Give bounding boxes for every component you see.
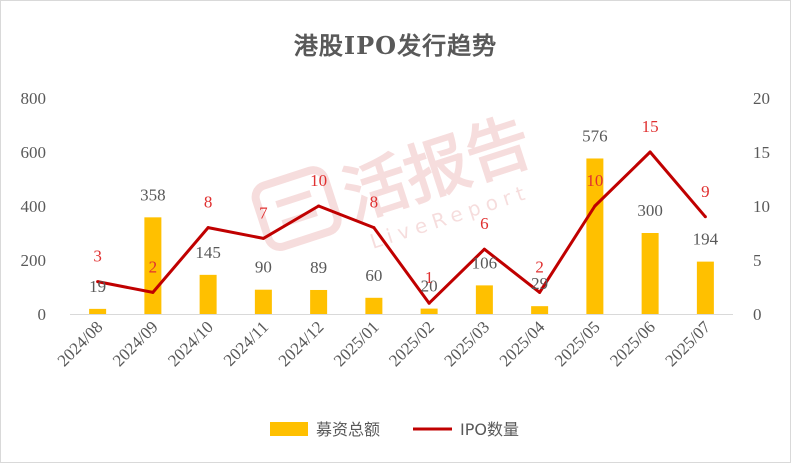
bar: [254, 289, 272, 314]
line-point: [593, 204, 597, 208]
line-data-label: 9: [701, 182, 710, 201]
x-tick-label: 2025/05: [551, 317, 604, 370]
line-data-label: 3: [93, 247, 102, 266]
x-tick-label: 2024/08: [54, 317, 107, 370]
watermark: 活报告 LiveReport: [251, 105, 540, 254]
line-data-label: 8: [204, 193, 213, 212]
x-tick-label: 2025/03: [440, 317, 493, 370]
bar: [586, 158, 604, 314]
line-point: [206, 226, 210, 230]
bar-data-label: 576: [582, 126, 608, 145]
bar-data-label: 20: [421, 277, 438, 296]
y-right-tick-label: 20: [753, 89, 770, 108]
bar-data-label: 145: [195, 243, 221, 262]
bar-data-label: 19: [89, 277, 106, 296]
line-point: [151, 290, 155, 294]
y-left-tick-label: 0: [38, 305, 47, 324]
bar: [641, 233, 659, 314]
bar: [696, 261, 714, 314]
line-point: [372, 226, 376, 230]
bar: [365, 297, 383, 314]
bar: [89, 308, 107, 314]
line-point: [538, 290, 542, 294]
legend-label-bar: 募资总额: [316, 420, 380, 439]
line-data-label: 10: [310, 171, 327, 190]
x-tick-label: 2024/11: [220, 317, 272, 369]
x-tick-label: 2025/07: [661, 317, 714, 370]
line-point: [96, 280, 100, 284]
x-tick-label: 2024/12: [275, 317, 328, 370]
y-left-tick-label: 800: [21, 89, 47, 108]
line-data-label: 8: [370, 193, 379, 212]
bar: [144, 217, 162, 314]
y-left-tick-label: 400: [21, 197, 47, 216]
chart-title: 港股IPO发行趋势: [293, 31, 498, 60]
y-right-tick-label: 15: [753, 143, 770, 162]
legend: 募资总额 IPO数量: [270, 420, 519, 439]
line-point: [317, 204, 321, 208]
bar: [531, 306, 549, 314]
bar: [420, 308, 438, 314]
x-tick-label: 2025/02: [385, 317, 438, 370]
y-right-tick-label: 5: [753, 251, 762, 270]
x-tick-label: 2024/09: [109, 317, 162, 370]
line-point: [261, 236, 265, 240]
bar-data-label: 29: [531, 274, 548, 293]
x-tick-label: 2024/10: [164, 317, 217, 370]
line-data-label: 2: [535, 257, 544, 276]
line-point: [648, 150, 652, 154]
bar: [475, 285, 493, 314]
bar: [199, 274, 217, 314]
line-point: [703, 215, 707, 219]
line-data-label: 1: [425, 268, 434, 287]
legend-swatch-bar: [270, 422, 308, 436]
line-point: [427, 301, 431, 305]
x-tick-label: 2025/01: [330, 317, 383, 370]
bar-data-label: 90: [255, 258, 272, 277]
line-data-label: 7: [259, 203, 268, 222]
bar-data-label: 60: [365, 266, 382, 285]
line-data-label: 2: [149, 257, 158, 276]
x-tick-label: 2025/04: [496, 317, 549, 370]
y-right-tick-label: 0: [753, 305, 762, 324]
bar-data-label: 194: [693, 230, 719, 249]
bar-data-label: 89: [310, 258, 327, 277]
line-data-label: 6: [480, 214, 489, 233]
y-left-tick-label: 600: [21, 143, 47, 162]
bar-data-label: 300: [637, 201, 663, 220]
line-data-label: 15: [642, 117, 659, 136]
line-series: [97, 150, 707, 305]
y-right-tick-label: 10: [753, 197, 770, 216]
bar-data-label: 106: [472, 253, 498, 272]
line-point: [482, 247, 486, 251]
legend-label-line: IPO数量: [460, 420, 519, 439]
bar: [310, 289, 328, 314]
line-data-label: 10: [586, 171, 603, 190]
bar-data-label: 358: [140, 185, 166, 204]
x-tick-label: 2025/06: [606, 317, 659, 370]
y-left-tick-label: 200: [21, 251, 47, 270]
